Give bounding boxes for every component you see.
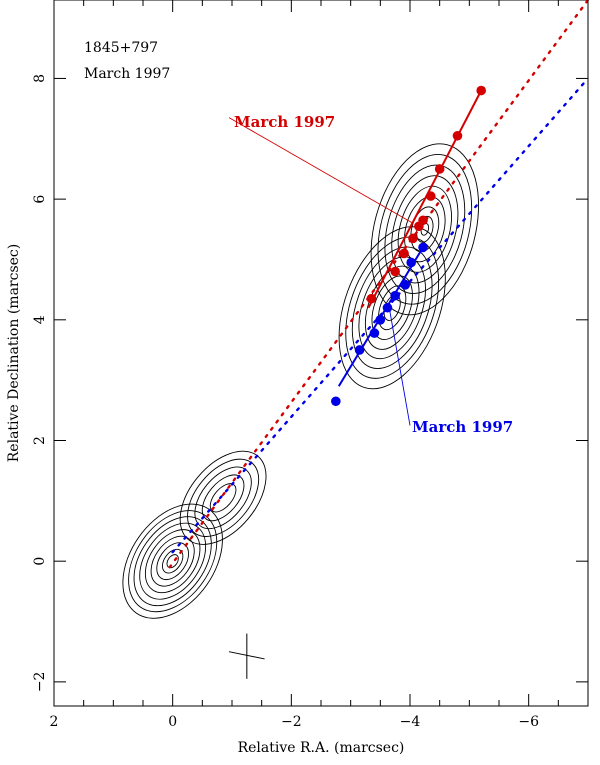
annotation-pointer-1 (388, 307, 411, 426)
blue-components-point-3 (375, 315, 386, 325)
y-tick-label-1: 0 (32, 557, 48, 566)
red-components-point-3 (408, 233, 418, 244)
annotation-blue-label: March 1997 (412, 418, 513, 436)
contour-jet-lower-5 (371, 275, 413, 340)
x-tick-label-4: −6 (518, 714, 539, 730)
contour-jet-upper-0 (370, 143, 480, 316)
contour-core-4 (144, 529, 201, 594)
blue-components-point-8 (418, 242, 428, 253)
blue-components-point-2 (369, 328, 380, 338)
annotation-arrows (228, 117, 414, 426)
beam-cross (228, 633, 265, 679)
red-components-point-9 (476, 85, 487, 96)
x-tick-label-2: −2 (281, 714, 302, 730)
blue-components-point-5 (390, 290, 400, 301)
contour-jet-upper-1 (377, 153, 473, 305)
x-tick-label-1: 0 (168, 714, 177, 730)
red-components-point-1 (390, 266, 400, 277)
ticks-layer: 2 0 −2 −4 −6 −2 0 2 4 6 8 (32, 0, 589, 730)
contour-core-2 (133, 516, 212, 607)
x-tick-label-3: −4 (400, 714, 421, 730)
red-components-point-5 (418, 215, 428, 226)
annotation-red-label: March 1997 (234, 113, 335, 131)
red-components-point-8 (452, 130, 463, 141)
beam-cross-minor-axis (228, 651, 265, 660)
contour-core-1 (128, 510, 218, 613)
contour-inner-jet-3 (201, 474, 245, 522)
blue-components-point-6 (400, 280, 411, 290)
y-tick-label-4: 6 (32, 195, 48, 204)
red-components-point-6 (425, 191, 436, 201)
contour-inner-jet-4 (209, 483, 237, 513)
contour-inner-jet-1 (187, 458, 260, 537)
red-fit-line (367, 90, 483, 309)
y-tick-label-5: 8 (32, 74, 48, 83)
red-components-point-0 (366, 293, 377, 304)
x-axis-label: Relative R.A. (marcsec) (238, 740, 405, 756)
contour-core-0 (122, 503, 223, 619)
contour-core-5 (150, 535, 195, 587)
contour-core-6 (156, 542, 190, 581)
blue-components-point-1 (354, 345, 365, 355)
y-tick-label-2: 2 (32, 436, 48, 445)
points-layer (331, 85, 487, 407)
blue-components-point-4 (382, 302, 393, 313)
blue-components-point-0 (331, 396, 341, 407)
annotation-pointer-0 (228, 117, 414, 224)
y-tick-label-3: 4 (32, 315, 48, 324)
contour-jet-upper-6 (410, 206, 440, 253)
y-tick-label-0: −2 (32, 672, 48, 693)
title-line-2: March 1997 (84, 66, 170, 82)
red-components-point-7 (434, 164, 445, 174)
contour-layer (122, 143, 480, 619)
x-tick-label-0: 2 (50, 714, 59, 730)
contour-inner-jet-2 (194, 466, 252, 530)
y-axis-label: Relative Declination (marcsec) (6, 244, 22, 462)
contour-core-7 (162, 548, 184, 574)
contour-core-3 (139, 522, 207, 600)
contour-inner-jet-0 (179, 450, 267, 545)
dotted-lines-layer (168, 0, 590, 569)
red-dotted-line (168, 0, 590, 569)
blue-components-point-7 (406, 257, 416, 268)
red-components-point-2 (399, 248, 409, 259)
title-line-1: 1845+797 (84, 40, 158, 56)
contour-jet-upper-4 (397, 185, 452, 273)
